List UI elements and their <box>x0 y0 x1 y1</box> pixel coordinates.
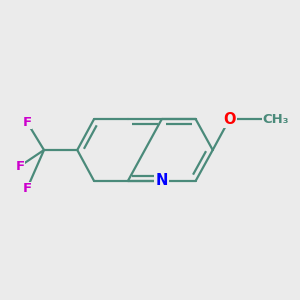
Text: O: O <box>223 112 236 127</box>
Text: CH₃: CH₃ <box>263 112 289 126</box>
Text: N: N <box>156 173 168 188</box>
Text: F: F <box>22 116 32 128</box>
Text: F: F <box>22 182 32 195</box>
Text: F: F <box>15 160 24 173</box>
